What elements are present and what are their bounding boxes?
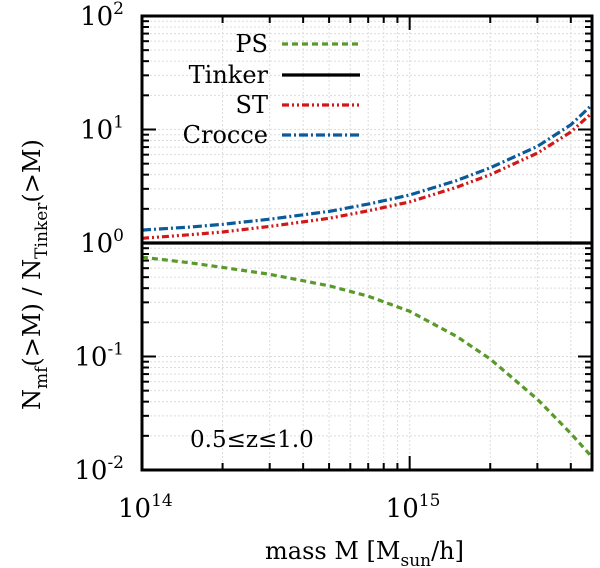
y-tick-label-0: 102	[80, 0, 124, 32]
legend-label-st: ST	[236, 91, 268, 119]
series-line-ps	[141, 255, 594, 459]
x-axis-label: mass M [Msun/h]	[265, 537, 464, 568]
y-tick-label-4: 10-2	[74, 453, 124, 486]
series-line-st	[141, 111, 594, 240]
grid-lines	[142, 16, 592, 470]
x-tick-label-1: 1015	[386, 491, 441, 524]
tick-marks	[141, 15, 592, 471]
y-axis-label: Nmf(>M) / NTinker(>M)	[18, 139, 52, 410]
z-range-annotation: 0.5≤z≤1.0	[190, 427, 314, 453]
series-line-crocce	[141, 103, 594, 232]
y-tick-label-1: 101	[80, 113, 124, 146]
legend-label-crocce: Crocce	[183, 121, 268, 149]
x-tick-label-0: 1014	[118, 491, 173, 524]
y-tick-label-3: 10-1	[74, 340, 124, 373]
legend-label-ps: PS	[235, 30, 268, 58]
y-tick-label-2: 100	[80, 226, 124, 259]
legend-label-tinker: Tinker	[189, 61, 269, 89]
tick-labels: 1014 1015 102 101 100 10-1 10-2	[74, 0, 440, 524]
series-group	[141, 103, 594, 459]
